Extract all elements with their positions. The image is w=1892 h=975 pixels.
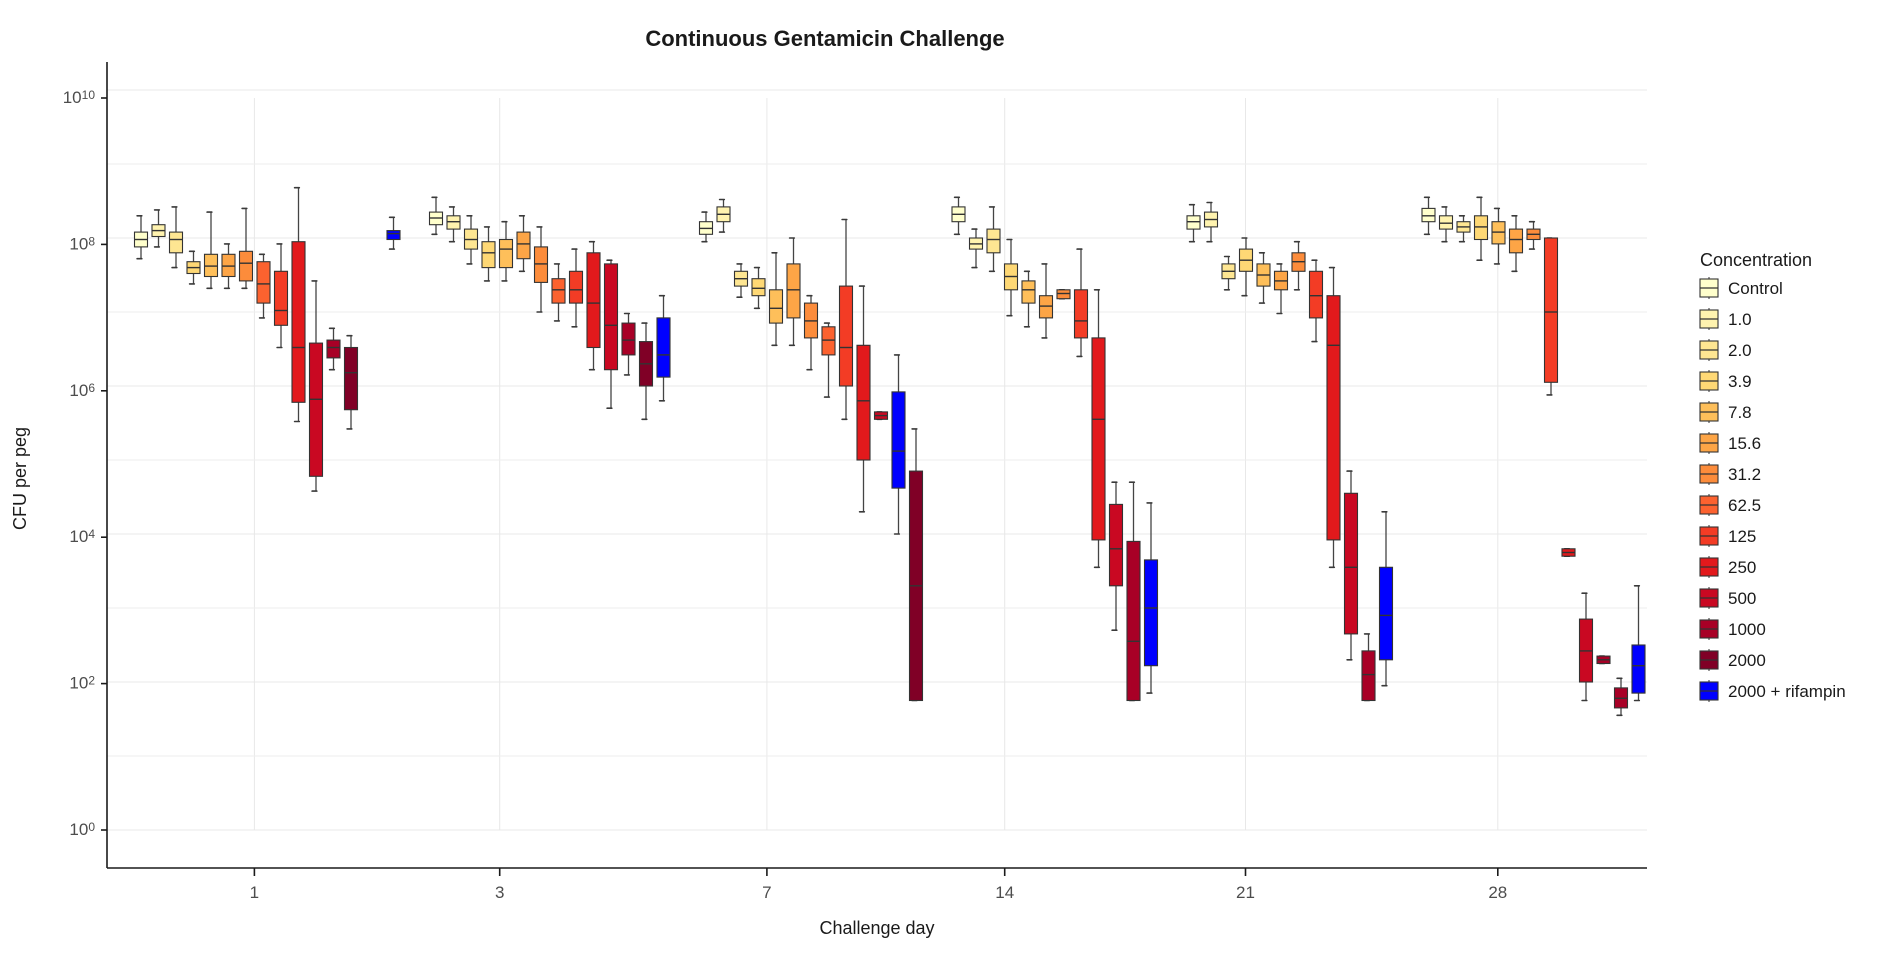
svg-text:Control: Control [1728, 279, 1783, 298]
svg-text:125: 125 [1728, 527, 1756, 546]
svg-text:3.9: 3.9 [1728, 372, 1752, 391]
svg-text:15.6: 15.6 [1728, 434, 1761, 453]
svg-text:7.8: 7.8 [1728, 403, 1752, 422]
svg-text:1010: 1010 [63, 88, 96, 107]
svg-text:3: 3 [495, 883, 504, 902]
svg-text:1.0: 1.0 [1728, 310, 1752, 329]
svg-text:108: 108 [69, 234, 95, 253]
svg-text:7: 7 [762, 883, 771, 902]
svg-text:100: 100 [69, 820, 95, 839]
svg-text:250: 250 [1728, 558, 1756, 577]
svg-text:14: 14 [995, 883, 1014, 902]
svg-text:1: 1 [250, 883, 259, 902]
svg-text:2000: 2000 [1728, 651, 1766, 670]
svg-text:500: 500 [1728, 589, 1756, 608]
svg-text:2.0: 2.0 [1728, 341, 1752, 360]
svg-text:1000: 1000 [1728, 620, 1766, 639]
svg-text:2000 + rifampin: 2000 + rifampin [1728, 682, 1846, 701]
svg-text:28: 28 [1488, 883, 1507, 902]
svg-text:31.2: 31.2 [1728, 465, 1761, 484]
svg-text:21: 21 [1236, 883, 1255, 902]
svg-text:Concentration: Concentration [1700, 250, 1812, 270]
svg-text:104: 104 [69, 527, 95, 546]
svg-text:102: 102 [69, 673, 95, 692]
svg-text:62.5: 62.5 [1728, 496, 1761, 515]
svg-text:106: 106 [69, 381, 95, 400]
